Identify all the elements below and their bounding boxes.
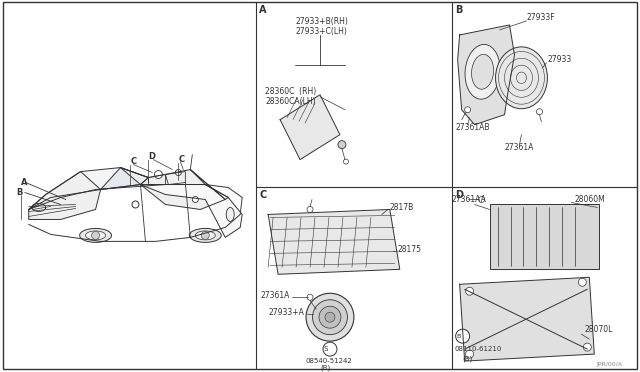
Text: 27361A: 27361A	[260, 291, 289, 300]
Text: 27933: 27933	[547, 55, 572, 64]
Circle shape	[466, 287, 474, 295]
Text: 27361A: 27361A	[504, 143, 534, 152]
Ellipse shape	[472, 54, 493, 89]
Text: 08540-51242: 08540-51242	[305, 358, 352, 364]
Text: 27933+C(LH): 27933+C(LH)	[295, 28, 347, 36]
Text: 28360CA(LH): 28360CA(LH)	[265, 97, 316, 106]
Polygon shape	[268, 209, 400, 274]
Text: B: B	[454, 5, 462, 15]
Circle shape	[202, 231, 209, 240]
Polygon shape	[190, 170, 228, 199]
Text: 28070L: 28070L	[584, 325, 612, 334]
Text: C: C	[179, 155, 184, 164]
Polygon shape	[280, 95, 340, 160]
Ellipse shape	[306, 293, 354, 341]
Text: (B): (B)	[321, 365, 331, 371]
Text: S: S	[324, 346, 328, 352]
Circle shape	[583, 343, 591, 351]
Ellipse shape	[325, 312, 335, 322]
Text: 28360C  (RH): 28360C (RH)	[265, 87, 316, 96]
Text: D: D	[454, 189, 463, 199]
Polygon shape	[29, 171, 100, 219]
Circle shape	[175, 170, 181, 176]
Ellipse shape	[495, 47, 547, 109]
Ellipse shape	[189, 228, 221, 243]
Text: 27933+B(RH): 27933+B(RH)	[295, 17, 348, 26]
Circle shape	[536, 109, 543, 115]
Text: 27361AA: 27361AA	[452, 195, 486, 204]
Circle shape	[132, 201, 139, 208]
Polygon shape	[29, 167, 148, 209]
Circle shape	[323, 342, 337, 356]
Text: C: C	[259, 189, 266, 199]
Circle shape	[92, 231, 100, 240]
Text: 2817B: 2817B	[390, 203, 414, 212]
Ellipse shape	[465, 44, 500, 99]
Text: 27933+A: 27933+A	[268, 308, 304, 317]
Circle shape	[479, 196, 484, 202]
Polygon shape	[460, 277, 595, 361]
Text: JPR/00/A: JPR/00/A	[596, 362, 622, 366]
Text: D: D	[148, 152, 156, 161]
Polygon shape	[120, 167, 225, 209]
Polygon shape	[165, 171, 186, 185]
Polygon shape	[458, 25, 515, 125]
Ellipse shape	[32, 203, 45, 211]
Text: A: A	[20, 178, 28, 187]
Circle shape	[466, 350, 474, 358]
Circle shape	[456, 329, 470, 343]
Text: (B): (B)	[463, 356, 473, 362]
Circle shape	[579, 278, 586, 286]
Text: B: B	[456, 334, 461, 339]
Circle shape	[307, 294, 313, 300]
Ellipse shape	[79, 228, 111, 243]
Text: 27933F: 27933F	[527, 13, 555, 22]
Circle shape	[193, 196, 198, 202]
Ellipse shape	[319, 306, 341, 328]
Polygon shape	[140, 185, 242, 237]
Circle shape	[307, 206, 313, 212]
Ellipse shape	[195, 231, 215, 240]
Circle shape	[338, 141, 346, 149]
Polygon shape	[148, 174, 165, 185]
Text: 28175: 28175	[398, 245, 422, 254]
Text: 28060M: 28060M	[574, 195, 605, 204]
Ellipse shape	[86, 231, 106, 240]
Text: A: A	[259, 5, 267, 15]
Polygon shape	[100, 167, 148, 189]
Text: 08110-61210: 08110-61210	[454, 346, 502, 352]
Circle shape	[344, 159, 348, 164]
Ellipse shape	[312, 300, 348, 335]
Text: B: B	[16, 188, 22, 197]
Bar	[490, 205, 599, 269]
Circle shape	[465, 107, 470, 113]
Circle shape	[154, 171, 163, 179]
Ellipse shape	[226, 208, 234, 221]
Text: C: C	[131, 157, 136, 166]
Text: 27361AB: 27361AB	[456, 123, 490, 132]
